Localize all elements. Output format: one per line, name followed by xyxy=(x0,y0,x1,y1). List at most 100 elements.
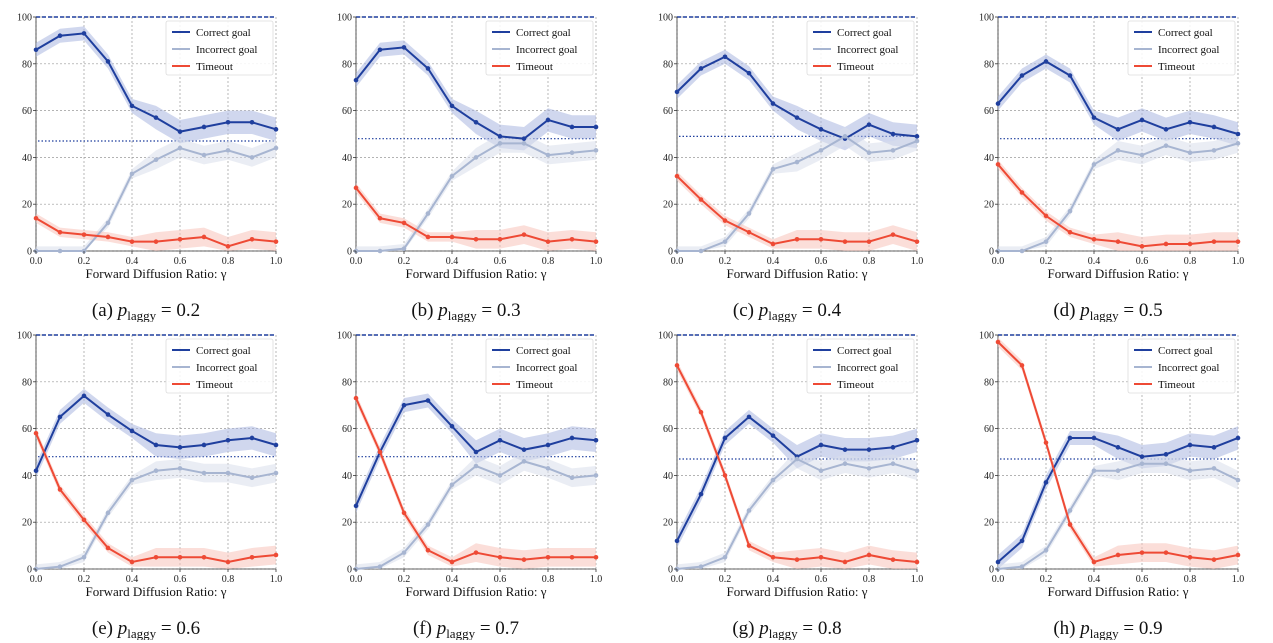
data-point-correct xyxy=(698,66,704,71)
x-tick-label: 0.8 xyxy=(542,574,555,585)
data-point-correct xyxy=(1235,131,1241,137)
data-point-correct xyxy=(995,559,1001,565)
data-point-incorrect xyxy=(1235,141,1241,146)
legend-label-incorrect: Incorrect goal xyxy=(837,362,898,374)
data-point-incorrect xyxy=(1019,564,1025,569)
data-point-timeout xyxy=(177,555,183,560)
data-point-correct xyxy=(353,503,359,509)
data-point-incorrect xyxy=(1115,148,1121,153)
confidence-band xyxy=(356,183,596,251)
data-point-timeout xyxy=(201,234,207,240)
data-point-incorrect xyxy=(1091,468,1097,474)
plot-group: 0.0 0.2 0.4 0.6 0.8 1.0 0 20 40 60 80 100 Forward Di… xyxy=(658,331,923,641)
data-point-correct xyxy=(746,70,752,76)
data-point-incorrect xyxy=(1211,466,1217,471)
y-tick-label: 0 xyxy=(27,247,32,258)
data-point-incorrect xyxy=(1019,248,1025,254)
data-point-correct xyxy=(914,438,920,443)
subplot-caption: (e) plaggy = 0.6 xyxy=(92,618,200,640)
x-tick-label: 1.0 xyxy=(911,574,924,585)
data-point-correct xyxy=(1067,435,1073,441)
x-tick-label: 0.8 xyxy=(222,256,235,267)
y-tick-label: 80 xyxy=(663,59,673,70)
data-point-correct xyxy=(57,33,63,39)
data-point-correct xyxy=(770,433,776,438)
data-point-timeout xyxy=(1139,244,1145,249)
data-point-incorrect xyxy=(593,473,599,478)
data-point-correct xyxy=(377,47,383,53)
data-point-timeout xyxy=(249,237,255,242)
data-point-correct xyxy=(1019,538,1025,544)
data-point-correct xyxy=(1235,435,1241,441)
data-point-incorrect xyxy=(105,220,111,226)
data-point-incorrect xyxy=(545,152,551,158)
data-point-correct xyxy=(818,127,824,132)
y-tick-label: 100 xyxy=(658,13,673,24)
data-point-incorrect xyxy=(1163,461,1169,466)
data-point-incorrect xyxy=(1235,477,1241,483)
x-tick-label: 0.0 xyxy=(992,574,1005,585)
confidence-band xyxy=(998,454,1238,569)
data-point-timeout xyxy=(914,239,920,244)
data-point-correct xyxy=(177,129,183,134)
legend-box xyxy=(165,20,274,76)
x-tick-label: 1.0 xyxy=(270,256,283,267)
x-tick-label: 1.0 xyxy=(1232,256,1245,267)
data-point-incorrect xyxy=(818,468,824,474)
data-point-incorrect xyxy=(1091,162,1097,167)
data-point-correct xyxy=(1115,445,1121,450)
y-tick-label: 0 xyxy=(27,565,32,576)
data-point-incorrect xyxy=(57,248,63,254)
x-axis-label: Forward Diffusion Ratio: γ xyxy=(1048,266,1189,281)
data-point-timeout xyxy=(273,239,279,244)
confidence-band xyxy=(36,388,276,478)
legend-box xyxy=(806,20,915,76)
data-point-timeout xyxy=(81,232,87,237)
data-point-correct xyxy=(177,445,183,450)
data-point-incorrect xyxy=(449,173,455,179)
data-point-incorrect xyxy=(794,456,800,462)
legend-label-correct: Correct goal xyxy=(837,27,892,39)
x-tick-label: 0.6 xyxy=(494,574,507,585)
data-point-timeout xyxy=(473,237,479,242)
x-tick-label: 0.8 xyxy=(1184,256,1197,267)
data-point-timeout xyxy=(57,487,63,492)
x-tick-label: 0.4 xyxy=(126,574,139,585)
y-tick-label: 80 xyxy=(984,377,994,388)
confidence-band xyxy=(677,171,917,251)
chart-panel: 0.0 0.2 0.4 0.6 0.8 1.0 0 20 40 60 80 100 Forward Di… xyxy=(962,318,1262,641)
data-point-incorrect xyxy=(722,239,728,244)
data-point-correct xyxy=(722,435,728,441)
data-point-timeout xyxy=(995,339,1001,345)
data-point-correct xyxy=(866,447,872,452)
legend-label-correct: Correct goal xyxy=(1158,345,1213,357)
data-point-timeout xyxy=(1043,213,1049,219)
data-point-incorrect xyxy=(129,477,135,483)
data-point-timeout xyxy=(890,232,896,237)
data-point-incorrect xyxy=(1163,143,1169,148)
data-point-incorrect xyxy=(249,475,255,481)
data-point-timeout xyxy=(545,239,551,244)
data-point-timeout xyxy=(866,552,872,558)
data-point-incorrect xyxy=(105,510,111,516)
y-tick-label: 80 xyxy=(22,59,32,70)
data-point-incorrect xyxy=(177,466,183,471)
data-point-timeout xyxy=(746,229,752,235)
legend-label-incorrect: Incorrect goal xyxy=(837,44,898,56)
y-tick-label: 100 xyxy=(17,331,32,342)
data-point-incorrect xyxy=(866,150,872,156)
legend-label-incorrect: Incorrect goal xyxy=(516,362,577,374)
data-point-incorrect xyxy=(225,470,231,476)
data-point-correct xyxy=(593,438,599,443)
subplot-caption: (f) plaggy = 0.7 xyxy=(413,618,519,640)
data-point-incorrect xyxy=(722,555,728,560)
data-point-incorrect xyxy=(1187,150,1193,156)
data-point-correct xyxy=(249,435,255,441)
data-point-incorrect xyxy=(497,473,503,478)
data-point-correct xyxy=(1187,120,1193,125)
x-tick-label: 0.4 xyxy=(767,574,780,585)
data-point-correct xyxy=(1067,73,1073,78)
x-tick-label: 0.8 xyxy=(863,256,876,267)
data-point-timeout xyxy=(273,552,279,558)
x-tick-label: 0.2 xyxy=(1040,574,1053,585)
